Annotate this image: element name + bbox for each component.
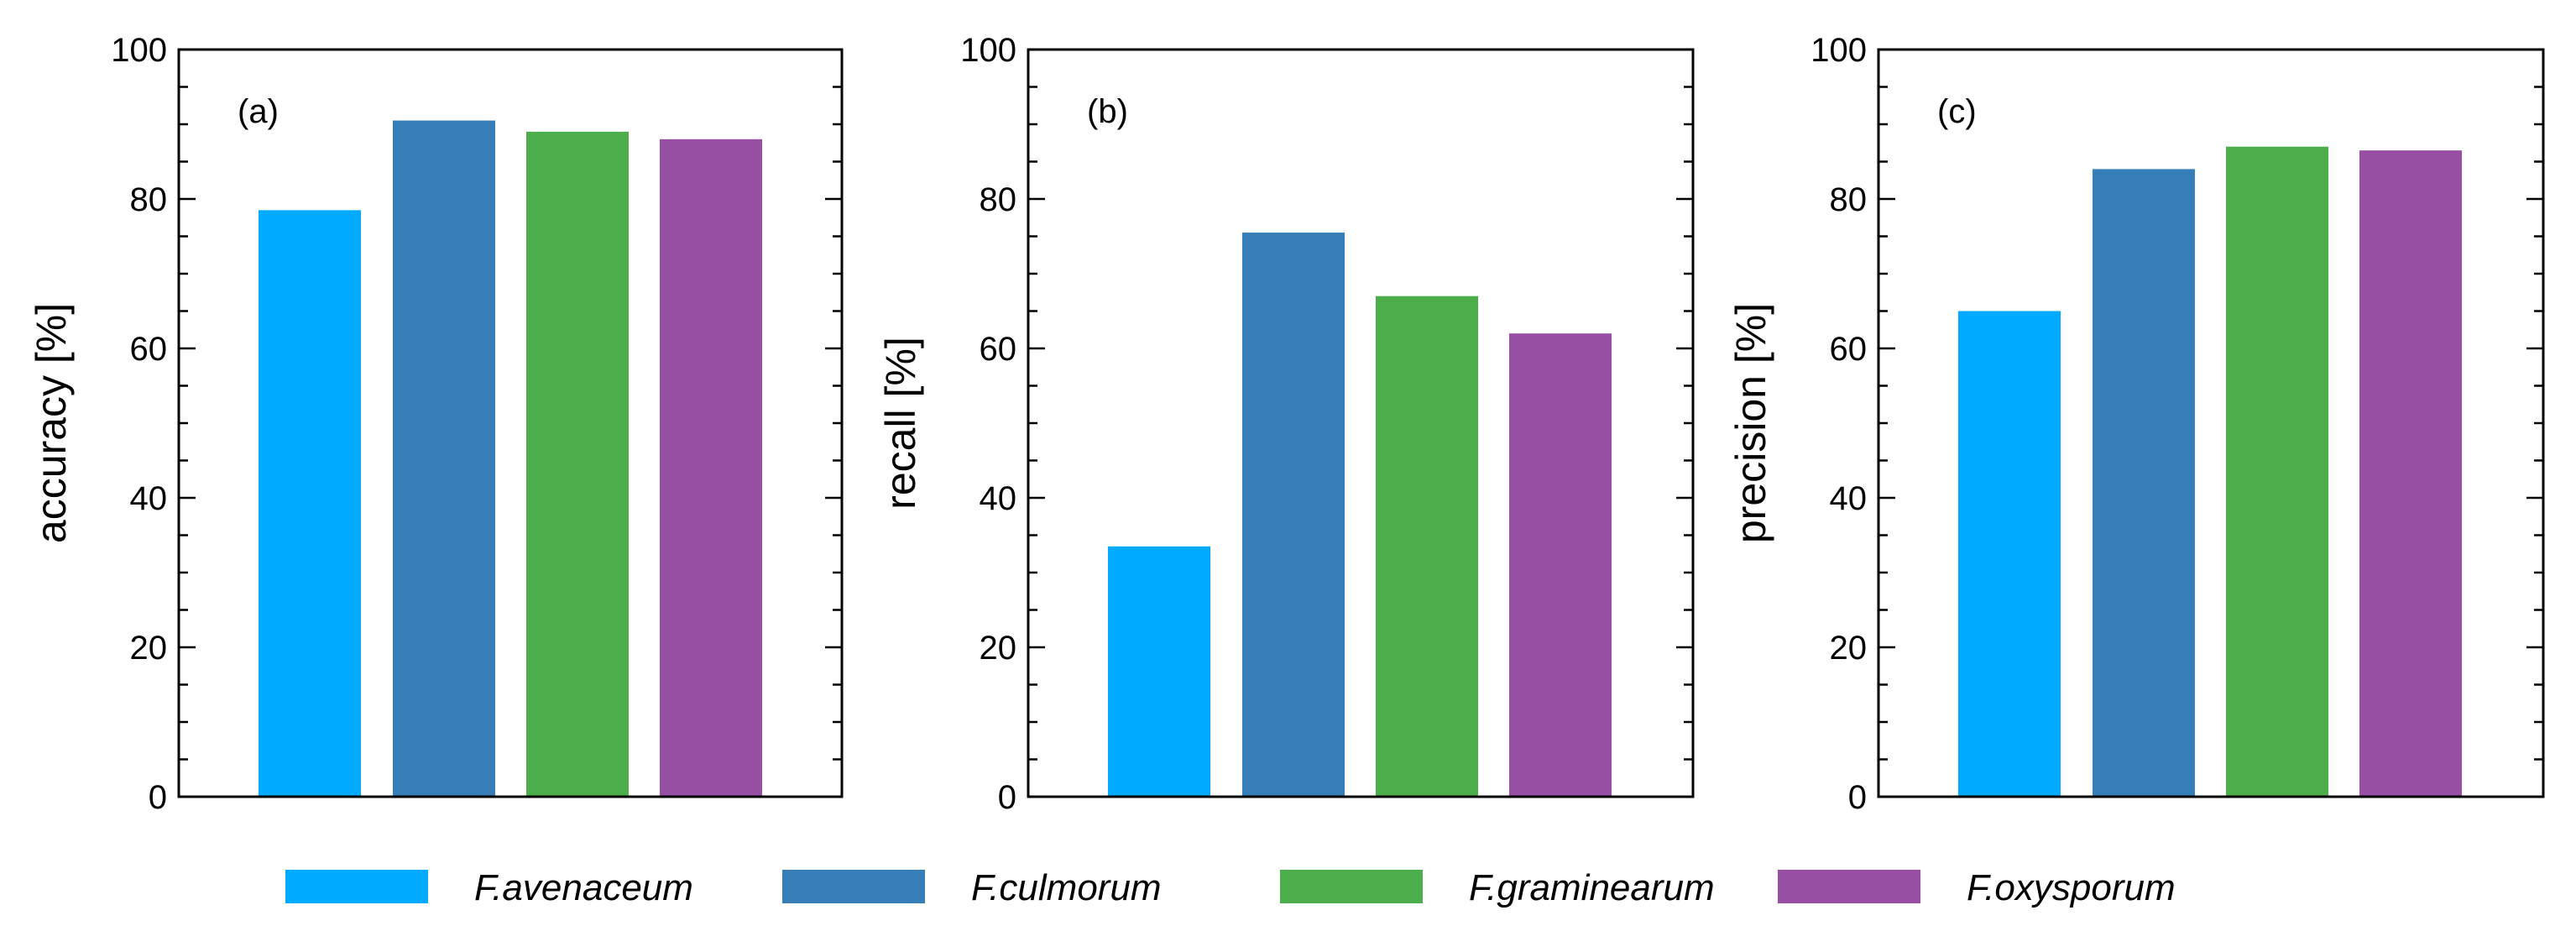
bar-3-4	[2359, 150, 2462, 797]
y-axis-label: precision [%]	[1727, 303, 1774, 543]
y-tick-label: 40	[980, 480, 1017, 517]
panel-label: (a)	[238, 93, 279, 130]
y-tick-label: 80	[130, 181, 168, 218]
bar-2-3	[1376, 296, 1478, 797]
y-axis-label: accuracy [%]	[28, 303, 75, 543]
legend-swatch-3	[1280, 870, 1423, 903]
y-tick-label: 20	[130, 630, 168, 667]
legend-swatch-2	[782, 870, 925, 903]
panel-label: (c)	[1937, 93, 1977, 130]
panel-label: (b)	[1087, 93, 1128, 130]
y-tick-label: 40	[1830, 480, 1868, 517]
y-tick-label: 80	[1830, 181, 1868, 218]
y-tick-label: 100	[960, 32, 1016, 69]
bar-2-1	[1108, 546, 1210, 797]
legend-swatch-4	[1778, 870, 1920, 903]
bar-2-2	[1242, 233, 1345, 797]
y-tick-label: 100	[111, 32, 167, 69]
y-tick-label: 0	[998, 779, 1016, 816]
y-tick-label: 40	[130, 480, 168, 517]
legend-swatch-1	[285, 870, 428, 903]
bar-1-4	[660, 139, 762, 798]
chart-panel-1: 0 20 40 60 80 100 accuracy [%] (a)	[28, 32, 844, 816]
legend-label-1: F.avenaceum	[474, 867, 693, 908]
bar-1-1	[259, 210, 361, 798]
y-tick-label: 20	[1830, 630, 1868, 667]
y-tick-label: 80	[980, 181, 1017, 218]
y-tick-label: 100	[1811, 32, 1867, 69]
legend-label-2: F.culmorum	[971, 867, 1162, 908]
y-tick-label: 60	[1830, 331, 1868, 368]
bar-3-3	[2226, 146, 2328, 797]
y-tick-label: 20	[980, 630, 1017, 667]
y-tick-label: 0	[149, 779, 167, 816]
y-tick-label: 0	[1848, 779, 1867, 816]
y-tick-label: 60	[130, 331, 168, 368]
chart-panel-3: 0 20 40 60 80 100 precision [%] (c)	[1727, 32, 2545, 816]
chart-panel-2: 0 20 40 60 80 100 recall [%] (b)	[877, 32, 1695, 816]
y-axis-label: recall [%]	[877, 337, 924, 510]
legend-label-4: F.oxysporum	[1967, 867, 2176, 908]
bar-1-2	[393, 120, 495, 798]
bar-3-1	[1958, 311, 2061, 797]
bar-3-2	[2093, 169, 2195, 797]
bar-2-4	[1509, 333, 1612, 797]
legend: F.avenaceum F.culmorum F.graminearum F.oxys…	[285, 867, 2176, 908]
legend-label-3: F.graminearum	[1469, 867, 1715, 908]
y-tick-label: 60	[980, 331, 1017, 368]
bar-1-3	[526, 131, 629, 797]
